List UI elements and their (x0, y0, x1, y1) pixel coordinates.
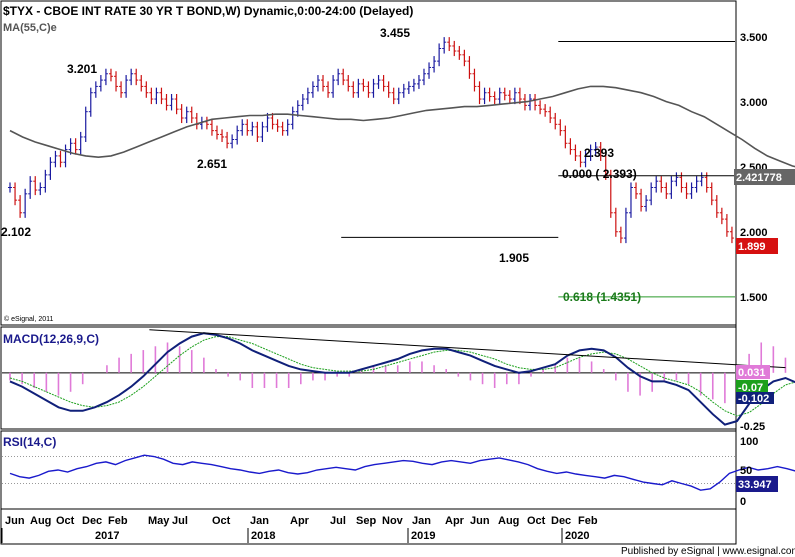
x-month-label: Feb (578, 515, 598, 527)
footer-credit: Published by eSignal | www.esignal.com (621, 546, 795, 557)
ma-indicator-label: MA(55,C)e (3, 22, 57, 34)
x-month-label: May (148, 515, 170, 527)
price-tick-1500: 1.500 (740, 292, 768, 304)
macd-hist-tag-bg (736, 365, 770, 379)
macd-tick-neg025: -0.25 (740, 421, 765, 433)
rsi-last-tag: 33.947 (738, 479, 772, 491)
ma-last-tag: 2.421778 (736, 172, 782, 184)
rsi-tick-100: 100 (740, 436, 758, 448)
price-tick-3000: 3.000 (740, 97, 768, 109)
x-month-label: Aug (30, 515, 51, 527)
macd-line (9, 332, 795, 426)
x-month-label: Apr (445, 515, 465, 527)
axis-layer: Jun Aug Oct Dec Feb May Jul Oct Jan Apr Jul Sep Nov J… (1, 515, 598, 543)
ma-last-tag-bg (734, 169, 795, 185)
price-panel-frame (0, 0, 737, 326)
x-month-label: Jan (412, 515, 431, 527)
macd-signal-line (9, 336, 795, 417)
annotation-fib-0000: 0.000 ( 2.393) (562, 167, 637, 181)
rsi-tick-0: 0 (740, 496, 746, 508)
x-month-label: Jan (250, 515, 269, 527)
price-last-tag: 1.899 (738, 241, 766, 253)
annotation-high-3455: 3.455 (380, 26, 410, 40)
annotation-low-2651: 2.651 (197, 157, 227, 171)
annotation-low-2102: 2.102 (1, 225, 31, 239)
macd-hist-tag: 0.031 (738, 367, 766, 379)
rsi-last-tag-bg (736, 476, 778, 492)
annotation-high-3201: 3.201 (67, 62, 97, 76)
x-month-label: Oct (527, 515, 546, 527)
x-year-label: 2019 (411, 530, 435, 542)
x-month-label: Dec (551, 515, 571, 527)
macd-line-tag: -0.102 (738, 393, 769, 405)
rsi-panel-frame (0, 430, 737, 510)
macd-signal-tag: -0.07 (738, 382, 763, 394)
x-year-label: 2018 (251, 530, 275, 542)
x-month-label: Oct (56, 515, 75, 527)
x-month-label: Jul (330, 515, 346, 527)
x-year-label: 2020 (565, 530, 589, 542)
x-month-label: Jul (172, 515, 188, 527)
price-layer (8, 37, 795, 298)
x-month-label: Oct (212, 515, 231, 527)
rsi-indicator-label: RSI(14,C) (3, 435, 56, 449)
x-month-label: Jun (5, 515, 25, 527)
rsi-layer (2, 454, 795, 491)
annotation-2393: 2.393 (584, 146, 614, 160)
esignal-watermark: © eSignal, 2011 (4, 315, 54, 323)
price-tick-3500: 3.500 (740, 32, 768, 44)
macd-layer (2, 329, 795, 426)
price-tick-2000: 2.000 (740, 227, 768, 239)
macd-signal-tag-bg (736, 380, 768, 394)
rsi-line (9, 454, 795, 491)
x-month-label: Feb (108, 515, 128, 527)
annotation-fib-0618: 0.618 (1.4351) (563, 290, 641, 304)
ma-55-line (9, 85, 795, 168)
annotation-low-1905: 1.905 (499, 251, 529, 265)
x-month-label: Apr (290, 515, 310, 527)
price-last-tag-bg (736, 238, 778, 254)
x-axis-frame (0, 508, 737, 545)
x-month-label: Sep (356, 515, 376, 527)
x-month-label: Aug (498, 515, 519, 527)
x-month-label: Jun (470, 515, 490, 527)
macd-trendline (149, 329, 786, 369)
macd-indicator-label: MACD(12,26,9,C) (3, 332, 99, 346)
x-month-label: Dec (82, 515, 102, 527)
macd-line-tag-bg (736, 392, 774, 404)
x-month-label: Nov (382, 515, 404, 527)
x-year-label: 2017 (95, 530, 119, 542)
macd-panel-frame (0, 326, 737, 430)
chart-title: $TYX - CBOE INT RATE 30 YR T BOND,W) Dyn… (3, 4, 413, 18)
rsi-tick-50: 50 (740, 465, 752, 477)
